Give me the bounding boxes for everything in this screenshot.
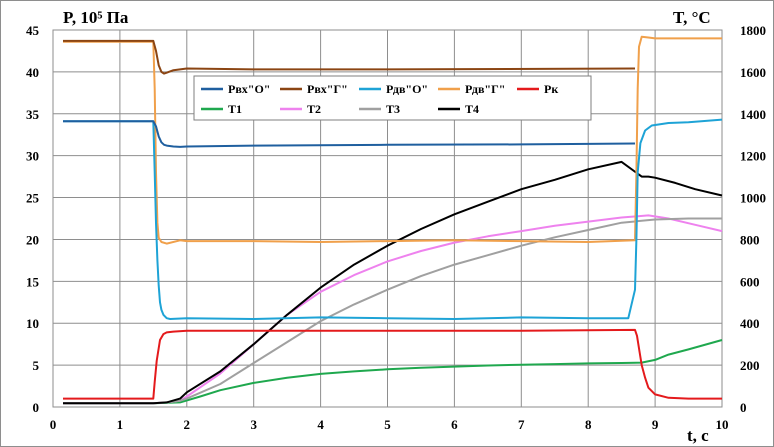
x-tick-label: 0 [50,417,57,432]
x-tick-label: 4 [317,417,324,432]
y-right-tick-label: 1800 [740,23,766,38]
y-left-tick-label: 25 [26,191,40,206]
y-left-tick-label: 45 [26,23,40,38]
y-right-tick-label: 1400 [740,107,766,122]
x-tick-label: 1 [117,417,124,432]
series-line-рвх-г [63,39,636,75]
y-left-tick-label: 40 [26,65,39,80]
series-line-t3 [63,217,722,405]
x-tick-label: 2 [184,417,191,432]
series-line-рдв-о [63,118,723,320]
legend-label: Рдв"Г" [465,82,505,96]
y-left-tick-label: 0 [33,400,40,415]
legend-label: Рдв"О" [386,82,428,96]
y-left-tick-label: 20 [26,232,39,247]
series-line-рвх-о [63,120,636,148]
x-axis-title: t, c [687,426,709,445]
y-left-tick-label: 35 [26,107,40,122]
x-tick-label: 9 [652,417,659,432]
legend-label: T1 [228,102,242,116]
y-left-tick-label: 5 [33,358,40,373]
series-layer [63,35,723,405]
legend-label: Рвх"О" [228,82,270,96]
legend-label: Рвх"Г" [307,82,348,96]
y-left-tick-label: 10 [26,316,39,331]
y-right-tick-label: 1000 [740,191,766,206]
y-right-tick-label: 400 [740,316,760,331]
legend-label: T3 [386,102,400,116]
left-axis-title: P, 10⁵ Па [63,8,129,27]
right-axis-title: T, °C [673,8,711,27]
legend-label: T2 [307,102,321,116]
legend-label: Рк [544,82,558,96]
legend-label: T4 [465,102,479,116]
y-right-tick-label: 1600 [740,65,766,80]
y-left-tick-label: 30 [26,149,39,164]
y-right-tick-label: 600 [740,274,760,289]
legend: Рвх"О" Рвх"Г" Рдв"О" Рдв"Г" Рк T1 T2 T3 T4 [193,75,592,121]
y-right-tick-label: 1200 [740,149,766,164]
legend-box [193,75,592,121]
x-tick-label: 7 [518,417,525,432]
y-right-tick-label: 0 [740,400,747,415]
y-right-tick-label: 200 [740,358,760,373]
series-line-t4 [63,160,723,405]
series-line-t1 [63,339,723,405]
x-tick-label: 6 [451,417,458,432]
x-tick-label: 8 [585,417,592,432]
y-right-tick-label: 800 [740,232,760,247]
tick-labels: 0510152025303540450200400600800100012001… [26,23,766,432]
y-left-tick-label: 15 [26,274,40,289]
series-line-рк [63,328,722,400]
series-line-рдв-г [63,35,722,245]
x-tick-label: 10 [716,417,729,432]
x-tick-label: 3 [250,417,257,432]
x-tick-label: 5 [384,417,391,432]
